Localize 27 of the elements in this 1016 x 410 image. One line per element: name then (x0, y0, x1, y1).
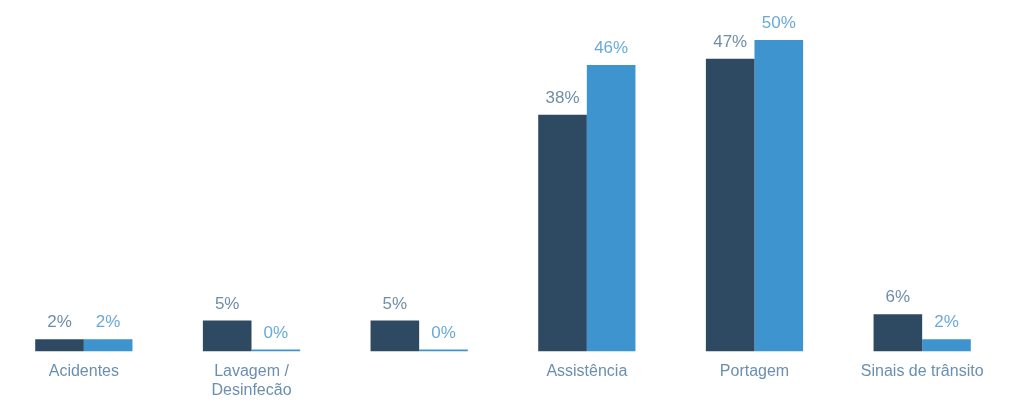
bar (538, 114, 587, 352)
data-label: 38% (545, 87, 580, 107)
x-tick-label: Portagem (719, 361, 790, 379)
bar (202, 320, 252, 352)
bar (83, 339, 133, 352)
data-label: 0% (263, 322, 289, 342)
bar (586, 64, 636, 352)
bar (754, 40, 804, 352)
data-label: 2% (47, 312, 72, 332)
x-tick-label: Assistência (546, 361, 628, 379)
data-label: 6% (885, 287, 911, 307)
x-tick-label: Acidentes (48, 361, 119, 379)
data-label: 46% (594, 38, 629, 58)
x-tick-label: Sinais de trânsito (860, 361, 984, 379)
data-label: 5% (382, 293, 408, 313)
data-label: 2% (95, 312, 121, 332)
bar (370, 320, 420, 352)
bar (873, 314, 923, 352)
data-label: 2% (934, 312, 959, 332)
bar (35, 339, 84, 352)
x-tick-label: Lavagem / Desinfecão (211, 361, 292, 398)
bar (922, 339, 971, 352)
data-label: 5% (214, 293, 240, 313)
data-label: 47% (713, 31, 748, 51)
bar (705, 58, 755, 352)
data-label: 0% (431, 322, 456, 342)
data-label: 50% (761, 13, 796, 33)
